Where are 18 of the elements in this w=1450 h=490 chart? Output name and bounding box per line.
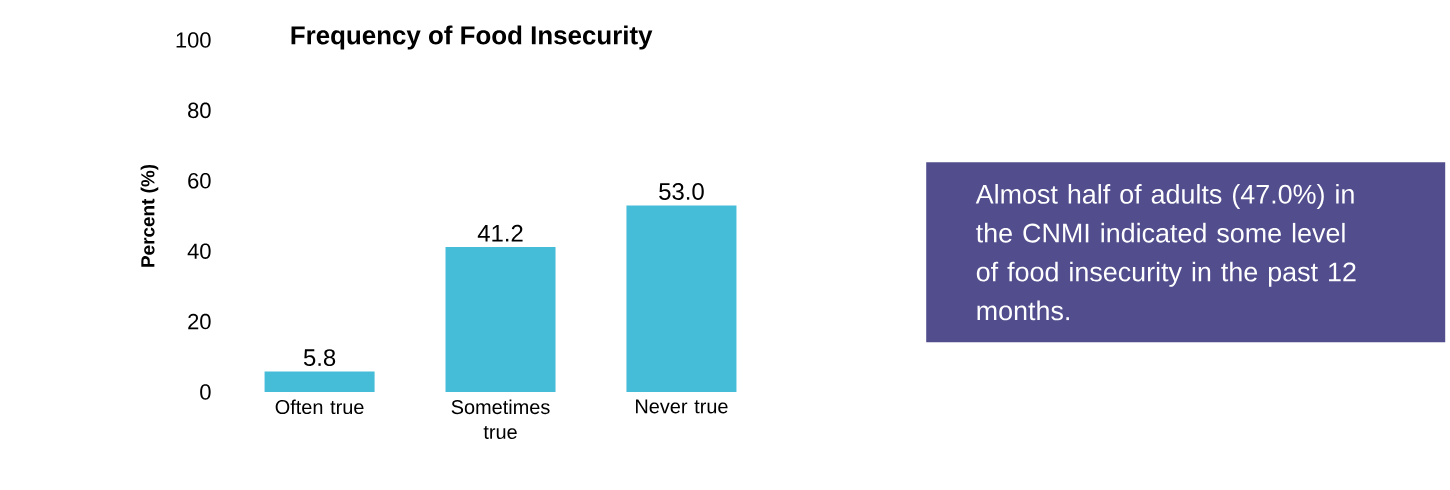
x-tick-label: Sometimes true [451,399,550,440]
x-tick-label: Often true [275,399,364,415]
data-label: 41.2 [477,224,523,242]
y-tick-label: 0 [200,384,211,400]
y-axis-title: Percent (%) [140,164,159,267]
text: Almost half of adults (47.0%) in the CNMI indicated some level of food insecurity in the past 12 months. [975,184,1356,321]
data-label: 5.8 [303,349,336,367]
bar [445,246,556,392]
chart-title: Frequency of Food Insecurity [291,25,653,50]
bar [264,371,375,392]
data-label: 53.0 [659,182,704,200]
y-tick-label: 100 [176,32,211,48]
y-tick-label: 20 [188,313,211,330]
x-tick-label: Never true [636,399,728,414]
y-tick-label: 80 [188,102,211,119]
y-tick-label: 60 [188,173,211,189]
y-tick-label: 40 [187,243,211,259]
bar [626,205,737,392]
